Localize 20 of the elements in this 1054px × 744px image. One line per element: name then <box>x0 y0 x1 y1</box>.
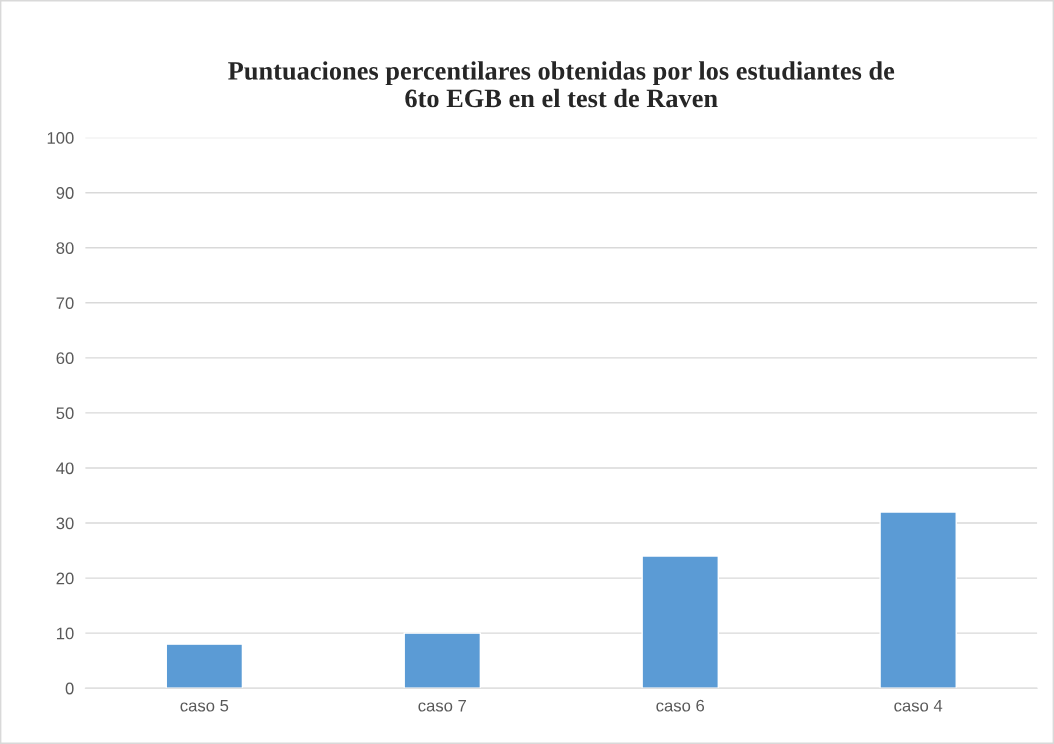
x-tick-label: caso 4 <box>894 699 943 712</box>
y-tick-label: 50 <box>56 407 74 420</box>
x-tick-label: caso 7 <box>418 699 466 712</box>
y-tick-label: 80 <box>56 242 74 254</box>
y-tick-label: 60 <box>56 352 74 365</box>
bar <box>403 632 482 689</box>
x-tick-label: caso 6 <box>656 699 705 712</box>
y-tick-label: 30 <box>56 517 74 530</box>
y-tick-label: 0 <box>65 682 74 695</box>
chart-title: Puntuaciones percentilares obtenidas por los estudiantes de 6to EGB en el test de Raven <box>228 61 895 108</box>
x-tick-label: caso 5 <box>180 699 229 712</box>
y-tick-label: 70 <box>56 297 74 310</box>
y-tick-label: 20 <box>56 572 74 585</box>
y-tick-label: 90 <box>56 187 74 199</box>
y-tick-label: 10 <box>57 627 74 640</box>
y-tick-label: 100 <box>47 132 74 144</box>
y-tick-label: 40 <box>56 462 74 475</box>
bar <box>879 511 957 689</box>
bar <box>641 555 719 689</box>
bar <box>165 643 244 689</box>
